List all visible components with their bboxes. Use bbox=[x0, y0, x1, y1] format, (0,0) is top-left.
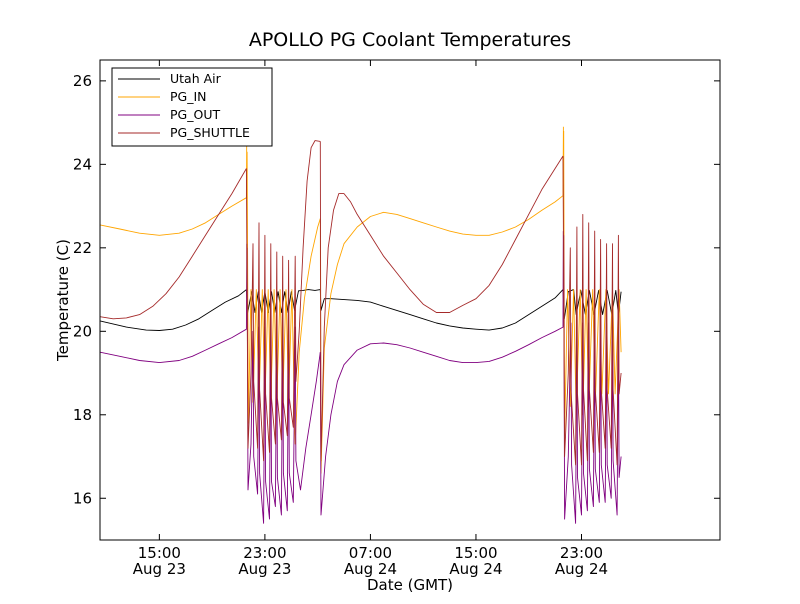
legend-label-pg-out: PG_OUT bbox=[170, 107, 220, 122]
x-tick-label-date: Aug 24 bbox=[449, 560, 502, 578]
y-tick-label: 18 bbox=[73, 406, 92, 424]
x-tick-label-date: Aug 24 bbox=[555, 560, 608, 578]
series-line-pg-out-0 bbox=[100, 243, 248, 364]
series-line-pg-in-2 bbox=[319, 126, 564, 474]
series-layer bbox=[100, 126, 622, 524]
series-line-pg-shuttle-2 bbox=[319, 141, 564, 462]
series-line-pg-shuttle-1 bbox=[245, 140, 321, 462]
legend-label-pg-shuttle: PG_SHUTTLE bbox=[170, 125, 250, 140]
x-tick-label-time: 23:00 bbox=[243, 544, 286, 562]
plot-frame bbox=[99, 59, 721, 541]
series-line-utah-air-3 bbox=[562, 289, 622, 320]
y-tick-label: 26 bbox=[73, 72, 92, 90]
series-pg-shuttle bbox=[100, 140, 622, 466]
y-tick-label: 24 bbox=[73, 155, 92, 173]
chart-title: APOLLO PG Coolant Temperatures bbox=[249, 29, 571, 51]
y-tick-label: 16 bbox=[73, 489, 92, 507]
y-axis-label: Temperature (C) bbox=[54, 239, 72, 362]
x-tick-label-date: Aug 23 bbox=[133, 560, 186, 578]
x-tick-label-time: 15:00 bbox=[138, 544, 181, 562]
y-tick-label: 20 bbox=[73, 322, 92, 340]
x-tick-label-time: 23:00 bbox=[560, 544, 603, 562]
legend-label-pg-in: PG_IN bbox=[170, 89, 207, 104]
series-line-pg-in-0 bbox=[100, 143, 248, 236]
series-line-pg-out-2 bbox=[319, 231, 564, 516]
series-line-pg-shuttle-0 bbox=[100, 168, 247, 320]
x-tick-label-time: 15:00 bbox=[454, 544, 497, 562]
x-tick-label-date: Aug 24 bbox=[344, 560, 397, 578]
series-line-pg-shuttle-3 bbox=[562, 155, 622, 466]
series-line-utah-air-2 bbox=[319, 289, 564, 331]
x-tick-label-date: Aug 23 bbox=[238, 560, 291, 578]
series-utah-air bbox=[100, 289, 622, 331]
series-line-utah-air-0 bbox=[100, 289, 247, 331]
x-tick-label-time: 07:00 bbox=[349, 544, 392, 562]
x-axis-label: Date (GMT) bbox=[367, 576, 453, 594]
legend-label-utah-air: Utah Air bbox=[170, 71, 222, 86]
y-tick-label: 22 bbox=[73, 239, 92, 257]
legend: Utah Air PG_IN PG_OUT PG_SHUTTLE bbox=[111, 67, 273, 147]
